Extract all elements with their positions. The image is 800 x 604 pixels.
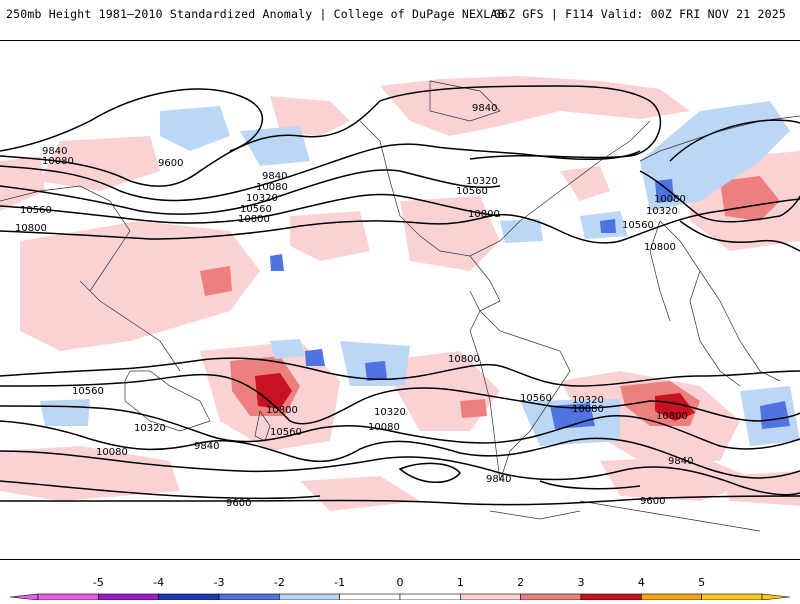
contour-label: 10320 [246, 193, 278, 204]
colorbar-segment [218, 593, 280, 601]
colorbar-segment [701, 593, 763, 601]
contour-label: 10800 [238, 214, 270, 225]
colorbar-tick-label: 5 [698, 576, 706, 589]
contour-labels: 9840 10080 9600 9840 10080 10320 10560 1… [15, 103, 693, 509]
contour-label: 10080 [572, 404, 604, 415]
contour-label: 10560 [240, 204, 272, 215]
contour-label: 9840 [42, 146, 67, 157]
contour-label: 10080 [654, 194, 686, 205]
colorbar-segment [279, 593, 340, 601]
contour-label: 10800 [468, 209, 500, 220]
colorbar-tick-label: 2 [517, 576, 525, 589]
contour-label: 10560 [20, 205, 52, 216]
moderate-negative-anomaly [270, 179, 790, 429]
model-run-info: 06Z GFS | F114 Valid: 00Z FRI NOV 21 202… [493, 7, 786, 21]
colorbar-segment [520, 593, 582, 601]
contour-label: 10320 [374, 407, 406, 418]
contour-label: 10800 [15, 223, 47, 234]
contour-label: 10320 [134, 423, 166, 434]
contour-label: 10560 [456, 186, 488, 197]
contour-label: 10560 [520, 393, 552, 404]
contour-label: 10560 [622, 220, 654, 231]
contour-label: 10080 [42, 156, 74, 167]
colorbar-arrow-right [761, 593, 791, 601]
colorbar-tick-label: -5 [92, 576, 104, 589]
colorbar-tick-label: -2 [273, 576, 285, 589]
contour-label: 10080 [368, 422, 400, 433]
contour-label: 9600 [226, 498, 251, 509]
contour-label: 9840 [472, 103, 497, 114]
contour-label: 9840 [262, 171, 287, 182]
contour-label: 9840 [668, 456, 693, 467]
colorbar-segments [9, 593, 791, 601]
contour-label: 9840 [486, 474, 511, 485]
colorbar-tick-label: 3 [577, 576, 585, 589]
contour-label: 10800 [266, 405, 298, 416]
contour-label: 9600 [640, 496, 665, 507]
colorbar-segment [399, 593, 461, 601]
contour-label: 10560 [72, 386, 104, 397]
header-bar: 250mb Height 1981–2010 Standardized Anom… [0, 0, 800, 30]
colorbar-tick-label: 1 [456, 576, 464, 589]
contour-label: 10320 [572, 395, 604, 406]
contour-label: 10560 [270, 427, 302, 438]
contour-label: 10800 [656, 411, 688, 422]
colorbar-segment [98, 593, 159, 601]
height-contours [0, 85, 800, 506]
colorbar-tick-label: -3 [213, 576, 225, 589]
colorbar-segment [339, 593, 401, 601]
contour-label: 10800 [644, 242, 676, 253]
colorbar-segment [37, 593, 99, 601]
colorbar-segment [641, 593, 702, 601]
strong-positive-anomaly [255, 373, 695, 421]
colorbar-tick-label: -1 [334, 576, 346, 589]
colorbar-arrow-left [9, 593, 39, 601]
map-panel: 9840 10080 9600 9840 10080 10320 10560 1… [0, 40, 800, 560]
colorbar-tick-label: -4 [153, 576, 165, 589]
map-canvas: 9840 10080 9600 9840 10080 10320 10560 1… [0, 76, 800, 532]
map-title: 250mb Height 1981–2010 Standardized Anom… [6, 7, 505, 21]
contour-label: 10080 [96, 447, 128, 458]
colorbar-segment [580, 593, 642, 601]
contour-label: 10320 [646, 206, 678, 217]
contour-label: 10080 [256, 182, 288, 193]
contour-label: 9840 [194, 441, 219, 452]
contour-label: 10800 [448, 354, 480, 365]
colorbar-segment [158, 593, 220, 601]
colorbar-tick-label: 4 [637, 576, 645, 589]
colorbar-tick-label: 0 [396, 576, 404, 589]
colorbar-segment [460, 593, 521, 601]
contour-label: 10320 [466, 176, 498, 187]
contour-label: 9600 [158, 158, 183, 169]
